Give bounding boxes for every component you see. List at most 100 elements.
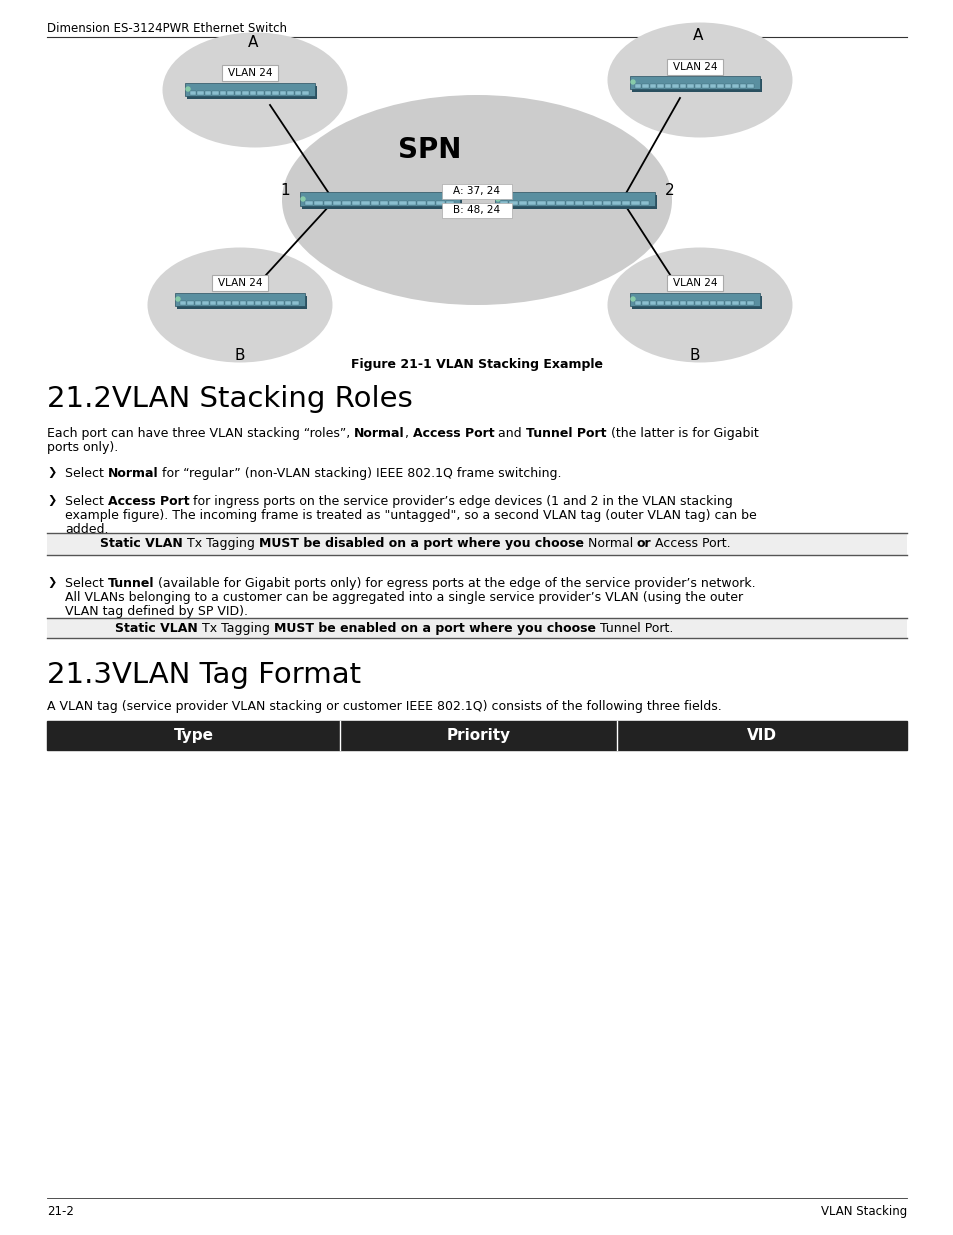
Circle shape xyxy=(175,296,180,301)
FancyBboxPatch shape xyxy=(202,300,209,305)
FancyBboxPatch shape xyxy=(649,84,656,88)
Text: ports only).: ports only). xyxy=(47,441,118,454)
Text: added.: added. xyxy=(65,522,109,536)
Circle shape xyxy=(630,80,635,84)
Text: example figure). The incoming frame is treated as "untagged", so a second VLAN t: example figure). The incoming frame is t… xyxy=(65,509,756,522)
Text: 21-2: 21-2 xyxy=(47,1205,73,1218)
Text: VLAN 24: VLAN 24 xyxy=(228,68,272,78)
FancyBboxPatch shape xyxy=(631,295,761,309)
Text: Priority: Priority xyxy=(446,727,510,743)
Circle shape xyxy=(630,296,635,301)
Text: ❯: ❯ xyxy=(47,495,56,506)
Text: for “regular” (non-VLAN stacking) IEEE 802.1Q frame switching.: for “regular” (non-VLAN stacking) IEEE 8… xyxy=(158,467,561,480)
Text: Figure 21-1 VLAN Stacking Example: Figure 21-1 VLAN Stacking Example xyxy=(351,358,602,370)
FancyBboxPatch shape xyxy=(499,201,508,205)
FancyBboxPatch shape xyxy=(265,90,272,95)
FancyBboxPatch shape xyxy=(370,201,378,205)
Text: VLAN 24: VLAN 24 xyxy=(217,278,262,288)
FancyBboxPatch shape xyxy=(740,84,745,88)
Text: MUST be disabled on a port where you choose: MUST be disabled on a port where you cho… xyxy=(258,537,583,550)
Text: All VLANs belonging to a customer can be aggregated into a single service provid: All VLANs belonging to a customer can be… xyxy=(65,592,742,604)
FancyBboxPatch shape xyxy=(333,201,341,205)
FancyBboxPatch shape xyxy=(657,300,663,305)
FancyBboxPatch shape xyxy=(389,201,397,205)
Text: Access Port: Access Port xyxy=(413,427,494,440)
FancyBboxPatch shape xyxy=(631,79,761,91)
FancyBboxPatch shape xyxy=(233,300,239,305)
Text: VLAN 24: VLAN 24 xyxy=(672,62,717,72)
FancyBboxPatch shape xyxy=(724,84,731,88)
Text: and: and xyxy=(494,427,525,440)
FancyBboxPatch shape xyxy=(441,184,512,199)
FancyBboxPatch shape xyxy=(709,84,716,88)
FancyBboxPatch shape xyxy=(180,300,186,305)
Text: B: B xyxy=(234,348,245,363)
FancyBboxPatch shape xyxy=(225,300,232,305)
Text: 2: 2 xyxy=(664,183,674,198)
Text: VID: VID xyxy=(746,727,776,743)
Ellipse shape xyxy=(607,22,792,137)
FancyBboxPatch shape xyxy=(408,201,416,205)
FancyBboxPatch shape xyxy=(234,90,241,95)
Circle shape xyxy=(186,86,190,91)
Text: B: 48, 24: B: 48, 24 xyxy=(453,205,500,215)
FancyBboxPatch shape xyxy=(242,90,249,95)
FancyBboxPatch shape xyxy=(732,84,739,88)
Ellipse shape xyxy=(607,247,792,363)
FancyBboxPatch shape xyxy=(436,201,444,205)
Text: ❯: ❯ xyxy=(47,467,56,478)
FancyBboxPatch shape xyxy=(287,90,294,95)
FancyBboxPatch shape xyxy=(342,201,351,205)
FancyBboxPatch shape xyxy=(679,84,686,88)
FancyBboxPatch shape xyxy=(426,201,435,205)
FancyBboxPatch shape xyxy=(220,90,226,95)
FancyBboxPatch shape xyxy=(695,84,700,88)
Ellipse shape xyxy=(148,247,333,363)
FancyBboxPatch shape xyxy=(417,201,425,205)
FancyBboxPatch shape xyxy=(222,65,277,82)
FancyBboxPatch shape xyxy=(352,201,360,205)
FancyBboxPatch shape xyxy=(528,201,536,205)
FancyBboxPatch shape xyxy=(584,201,592,205)
FancyBboxPatch shape xyxy=(305,201,313,205)
Circle shape xyxy=(496,198,499,201)
FancyBboxPatch shape xyxy=(612,201,620,205)
Text: 21.3VLAN Tag Format: 21.3VLAN Tag Format xyxy=(47,661,361,689)
FancyBboxPatch shape xyxy=(672,300,679,305)
FancyBboxPatch shape xyxy=(629,293,760,305)
FancyBboxPatch shape xyxy=(709,300,716,305)
FancyBboxPatch shape xyxy=(641,300,648,305)
FancyBboxPatch shape xyxy=(546,201,555,205)
FancyBboxPatch shape xyxy=(747,84,753,88)
FancyBboxPatch shape xyxy=(293,300,298,305)
FancyBboxPatch shape xyxy=(277,300,284,305)
Text: SPN: SPN xyxy=(398,136,461,164)
FancyBboxPatch shape xyxy=(379,201,388,205)
FancyBboxPatch shape xyxy=(635,300,640,305)
Text: Tunnel Port.: Tunnel Port. xyxy=(595,622,672,635)
FancyBboxPatch shape xyxy=(262,300,269,305)
FancyBboxPatch shape xyxy=(323,201,332,205)
Text: ,: , xyxy=(404,427,413,440)
Text: (available for Gigabit ports only) for egress ports at the edge of the service p: (available for Gigabit ports only) for e… xyxy=(154,577,755,590)
Text: or: or xyxy=(637,537,651,550)
FancyBboxPatch shape xyxy=(270,300,276,305)
Text: Normal: Normal xyxy=(108,467,158,480)
FancyBboxPatch shape xyxy=(217,300,224,305)
FancyBboxPatch shape xyxy=(629,75,760,89)
Text: B: B xyxy=(689,348,700,363)
FancyBboxPatch shape xyxy=(302,90,309,95)
FancyBboxPatch shape xyxy=(247,300,253,305)
FancyBboxPatch shape xyxy=(724,300,731,305)
Text: Tunnel Port: Tunnel Port xyxy=(525,427,606,440)
FancyBboxPatch shape xyxy=(294,90,301,95)
FancyBboxPatch shape xyxy=(302,195,461,209)
FancyBboxPatch shape xyxy=(593,201,601,205)
Ellipse shape xyxy=(162,32,347,147)
Text: Normal: Normal xyxy=(354,427,404,440)
Text: Select: Select xyxy=(65,495,108,508)
FancyBboxPatch shape xyxy=(565,201,574,205)
FancyBboxPatch shape xyxy=(602,201,611,205)
FancyBboxPatch shape xyxy=(197,90,204,95)
FancyBboxPatch shape xyxy=(188,300,193,305)
